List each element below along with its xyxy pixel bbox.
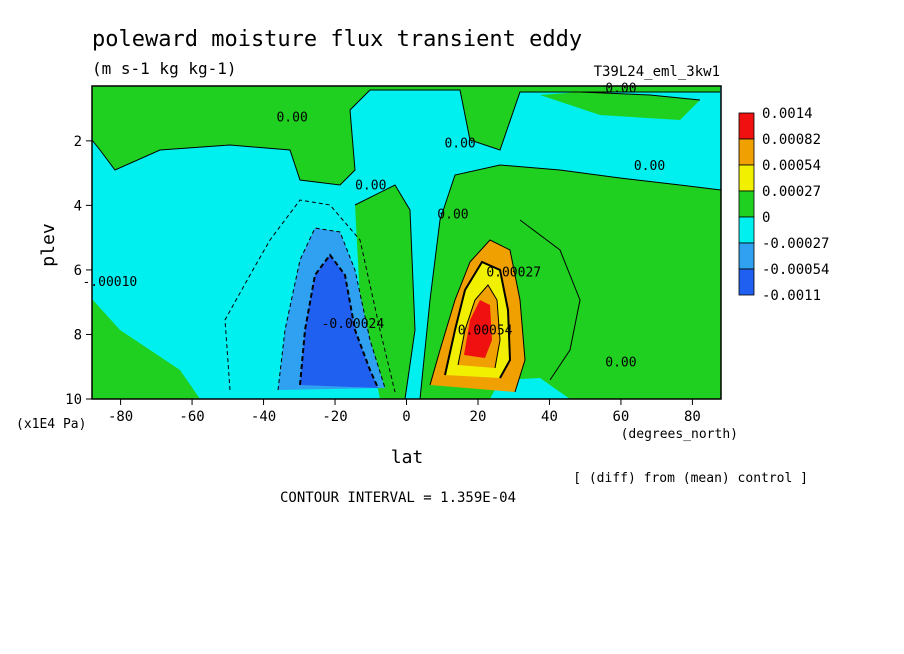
diff-note: [ (diff) from (mean) control ] bbox=[573, 471, 808, 486]
y-axis-units: (x1E4 Pa) bbox=[16, 417, 86, 432]
contour-labels: 0.00 0.00 0.00 0.00 0.00 0.00 0.00 -.00010 -0.00… bbox=[82, 81, 665, 370]
y-tick-label: 8 bbox=[74, 327, 82, 343]
legend-level-label: 0.00027 bbox=[762, 184, 821, 200]
x-tick-label: 60 bbox=[613, 409, 630, 425]
x-tick-label: -60 bbox=[179, 409, 204, 425]
x-axis-units: (degrees_north) bbox=[621, 427, 738, 442]
contour-label: 0.00054 bbox=[458, 323, 513, 338]
contour-label: 0.00 bbox=[605, 356, 636, 371]
y-axis-ticks: 2 4 6 8 10 bbox=[65, 134, 92, 408]
legend-level-label: 0.0014 bbox=[762, 106, 813, 122]
x-tick-label: 80 bbox=[684, 409, 701, 425]
contour-label: 0.00 bbox=[437, 207, 468, 222]
legend-level-label: 0.00082 bbox=[762, 132, 821, 148]
legend-level-label: -0.00054 bbox=[762, 262, 829, 278]
x-tick-label: -20 bbox=[322, 409, 347, 425]
legend-swatch bbox=[738, 242, 755, 270]
region-positive-sh-surface bbox=[92, 299, 200, 399]
x-axis-ticks: -80 -60 -40 -20 0 20 40 60 80 bbox=[108, 399, 701, 425]
contour-lines bbox=[92, 89, 721, 399]
legend-swatch bbox=[738, 164, 755, 192]
legend-swatch bbox=[738, 216, 755, 244]
contour-label: 0.00027 bbox=[486, 265, 541, 280]
contour-interval-note: CONTOUR INTERVAL = 1.359E-04 bbox=[280, 490, 516, 506]
legend-swatch bbox=[738, 138, 755, 166]
legend-swatch bbox=[738, 268, 755, 296]
contour-label: 0.00 bbox=[355, 178, 386, 193]
contour-label: 0.00 bbox=[276, 110, 307, 125]
y-tick-label: 4 bbox=[74, 198, 82, 214]
legend-level-label: -0.0011 bbox=[762, 288, 821, 304]
contour-label: -.00010 bbox=[82, 275, 137, 290]
x-tick-label: 40 bbox=[541, 409, 558, 425]
color-legend: 0.0014 0.00082 0.00054 0.00027 0 -0.00027 -0.0… bbox=[738, 106, 829, 304]
x-tick-label: -40 bbox=[251, 409, 276, 425]
y-tick-label: 6 bbox=[74, 263, 82, 279]
x-axis-label: lat bbox=[391, 447, 424, 468]
y-tick-label: 2 bbox=[74, 134, 82, 150]
region-positive-upper-left bbox=[92, 86, 720, 185]
legend-level-label: -0.00027 bbox=[762, 236, 829, 252]
run-label: T39L24_eml_3kw1 bbox=[594, 64, 720, 80]
region-positive-upper-right bbox=[540, 92, 700, 120]
x-tick-label: 0 bbox=[402, 409, 410, 425]
region-negative-strong bbox=[300, 255, 378, 388]
chart-subtitle: (m s-1 kg kg-1) bbox=[92, 59, 237, 78]
contour-label: 0.00 bbox=[634, 159, 665, 174]
plot-area bbox=[91, 85, 722, 400]
legend-level-label: 0 bbox=[762, 210, 770, 226]
legend-swatch bbox=[738, 190, 755, 218]
x-tick-label: -80 bbox=[108, 409, 133, 425]
chart-title: poleward moisture flux transient eddy bbox=[92, 27, 582, 52]
region-positive-max bbox=[464, 300, 492, 358]
x-tick-label: 20 bbox=[470, 409, 487, 425]
contour-label: 0.00 bbox=[605, 81, 636, 96]
y-tick-label: 10 bbox=[65, 392, 82, 408]
contour-label: -0.00024 bbox=[322, 317, 385, 332]
legend-swatch bbox=[738, 112, 755, 140]
legend-level-label: 0.00054 bbox=[762, 158, 821, 174]
contour-label: 0.00 bbox=[444, 136, 475, 151]
y-axis-label: plev bbox=[38, 223, 59, 266]
